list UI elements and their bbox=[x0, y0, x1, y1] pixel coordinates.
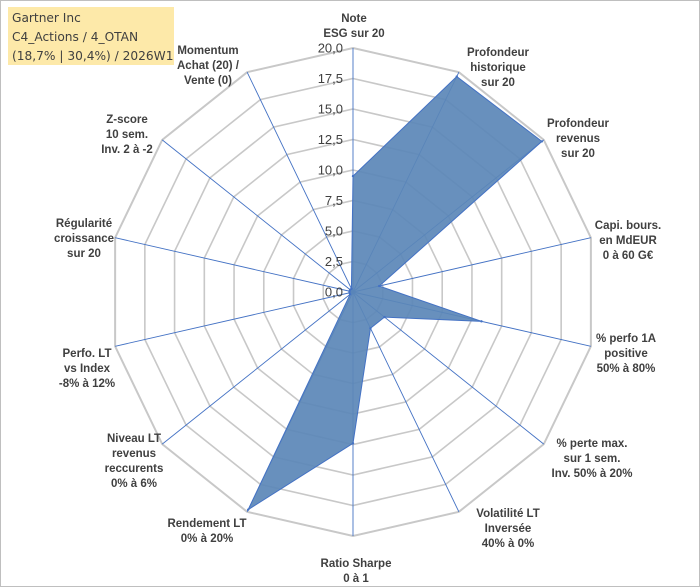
axis-label: revenus bbox=[556, 133, 600, 145]
series-point bbox=[351, 174, 355, 178]
axis-label: Profondeur bbox=[547, 118, 609, 130]
series-point bbox=[383, 315, 386, 319]
axis-label: revenus bbox=[112, 448, 156, 460]
axis-label: Note bbox=[341, 13, 367, 25]
axis-label: Achat (20) / bbox=[177, 60, 240, 72]
portfolio-path: C4_Actions / 4_OTAN bbox=[12, 30, 139, 44]
axis-label: sur 20 bbox=[561, 148, 595, 160]
axis-label: Capi. bours. bbox=[595, 220, 661, 232]
axis-label: croissance bbox=[54, 233, 114, 245]
tick-label: 7,5 bbox=[325, 193, 343, 208]
radial-tick-labels: 0,0 2,5 5,0 7,5 10,0 12,5 15,0 17,5 20,0 bbox=[318, 41, 343, 300]
series-point bbox=[246, 508, 250, 511]
axis-labels: Note ESG sur 20 Profondeur historique sur 20… bbox=[54, 13, 661, 585]
data-series bbox=[246, 75, 544, 511]
tick-label: 12,5 bbox=[318, 132, 343, 147]
series-point bbox=[480, 320, 483, 323]
axis-label: 10 sem. bbox=[106, 129, 148, 141]
series-area bbox=[247, 75, 543, 511]
axis-label: en MdEUR bbox=[599, 235, 657, 247]
tick-label: 0,0 bbox=[325, 285, 343, 300]
axis-label: % perte max. bbox=[557, 438, 628, 450]
axis-label: Volatilité LT bbox=[476, 508, 539, 520]
axis-label: Inversée bbox=[485, 523, 532, 535]
axis-label: Régularité bbox=[56, 218, 112, 230]
axis-spoke bbox=[246, 71, 354, 293]
axis-spoke bbox=[161, 139, 354, 293]
axis-label: -8% à 12% bbox=[59, 378, 115, 390]
axis-label: ESG sur 20 bbox=[323, 28, 384, 40]
axis-label: sur 20 bbox=[67, 248, 101, 260]
chart-title-box: Gartner Inc C4_Actions / 4_OTAN (18,7% |… bbox=[8, 7, 174, 65]
axis-label: Ratio Sharpe bbox=[321, 558, 392, 570]
axis-label: Inv. 2 à -2 bbox=[101, 144, 153, 156]
axis-label: vs Index bbox=[64, 363, 111, 375]
axis-label: historique bbox=[470, 62, 526, 74]
series-point bbox=[455, 75, 458, 78]
axis-label: Z-score bbox=[106, 114, 148, 126]
series-point bbox=[350, 287, 353, 290]
axis-spoke bbox=[115, 291, 354, 347]
axis-label: 0 à 60 G€ bbox=[603, 250, 654, 262]
tick-label: 17,5 bbox=[318, 71, 343, 86]
axis-label: Vente (0) bbox=[184, 75, 232, 87]
axis-label: 0 à 1 bbox=[343, 573, 369, 585]
axis-label: sur 1 sem. bbox=[564, 453, 621, 465]
axis-label: 0% à 6% bbox=[111, 478, 157, 490]
series-point bbox=[540, 140, 544, 143]
tick-label: 5,0 bbox=[325, 224, 343, 239]
axis-label: 50% à 80% bbox=[597, 363, 656, 375]
tick-label: 15,0 bbox=[318, 102, 343, 117]
tick-label: 20,0 bbox=[318, 41, 343, 56]
axis-spoke bbox=[352, 237, 591, 293]
axis-spoke bbox=[161, 291, 354, 445]
axis-label: Inv. 50% à 20% bbox=[552, 468, 633, 480]
axis-label: % perfo 1A bbox=[596, 333, 656, 345]
tick-label: 10,0 bbox=[318, 163, 343, 178]
axis-label: Rendement LT bbox=[167, 518, 246, 530]
tick-label: 2,5 bbox=[325, 254, 343, 269]
series-point bbox=[351, 442, 355, 445]
axis-label: positive bbox=[604, 348, 647, 360]
axis-label: reccurents bbox=[105, 463, 164, 475]
series-point bbox=[377, 284, 381, 288]
axis-label: Momentum bbox=[177, 45, 238, 57]
axis-spoke bbox=[115, 237, 354, 293]
axis-label: sur 20 bbox=[481, 77, 515, 89]
performance-period: (18,7% | 30,4%) / 2026W13 bbox=[12, 49, 174, 63]
axis-label: Perfo. LT bbox=[63, 348, 112, 360]
axis-label: Profondeur bbox=[467, 47, 529, 59]
company-name: Gartner Inc bbox=[12, 11, 81, 25]
axis-label: Niveau LT bbox=[107, 433, 161, 445]
axis-label: 0% à 20% bbox=[181, 533, 233, 545]
series-point bbox=[369, 327, 372, 330]
axis-label: 40% à 0% bbox=[482, 538, 534, 550]
